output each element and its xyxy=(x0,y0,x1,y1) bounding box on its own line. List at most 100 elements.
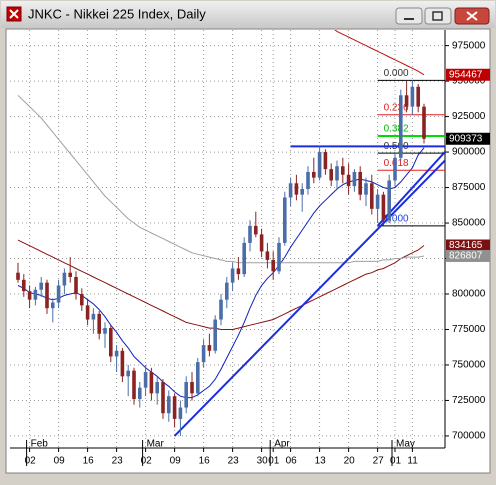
candle-body xyxy=(288,183,293,198)
price-box-label: 954467 xyxy=(449,69,483,80)
candle-body xyxy=(161,382,165,414)
candle-body xyxy=(80,294,84,306)
candle-body xyxy=(404,95,409,107)
x-tick-label: 02 xyxy=(25,456,37,467)
candle-body xyxy=(155,382,159,394)
moving-average xyxy=(17,239,425,330)
price-box xyxy=(446,132,490,145)
candle-body xyxy=(306,171,310,189)
candle-body xyxy=(190,382,194,394)
candle-body xyxy=(346,174,351,187)
candle-body xyxy=(283,197,287,243)
candle-body xyxy=(62,272,67,286)
candle-body xyxy=(393,157,397,181)
candle-body xyxy=(201,345,206,363)
x-tick-label: 06 xyxy=(286,456,298,467)
candle-body xyxy=(422,106,426,139)
price-box xyxy=(446,249,490,262)
y-tick-label: 700000 xyxy=(452,431,486,442)
candle-body xyxy=(149,372,154,394)
candle-body xyxy=(352,171,357,187)
price-box-label: 834165 xyxy=(449,240,483,251)
candle-body xyxy=(33,289,38,300)
candle-body xyxy=(416,86,420,107)
candle-body xyxy=(265,251,270,260)
candle-body xyxy=(300,188,304,195)
chart-area xyxy=(5,28,491,474)
x-tick-label: 30 xyxy=(257,456,269,467)
fib-label: 1.000 xyxy=(384,214,409,225)
candle-body xyxy=(74,276,78,294)
candle-body xyxy=(230,268,235,283)
y-tick-label: 950000 xyxy=(452,76,486,87)
candle-body xyxy=(312,171,316,178)
x-tick-label: 27 xyxy=(373,456,385,467)
candle-body xyxy=(317,152,322,178)
candle-body xyxy=(85,305,90,320)
y-tick-label: 875000 xyxy=(452,182,486,193)
candle-body xyxy=(126,370,130,377)
candle-body xyxy=(381,194,386,221)
candle-body xyxy=(167,396,171,414)
price-box-label: 909373 xyxy=(449,133,483,144)
fib-label: 0.236 xyxy=(384,102,409,113)
candle-body xyxy=(236,268,241,275)
x-tick-label: 09 xyxy=(54,456,66,467)
candle-body xyxy=(219,299,223,320)
candle-body xyxy=(213,319,217,351)
close-glyph xyxy=(466,11,478,21)
axes: 7000007250007500007750008000008250008500… xyxy=(25,40,490,467)
fib-label: 0.382 xyxy=(384,124,409,135)
candle-body xyxy=(370,183,374,209)
y-tick-label: 925000 xyxy=(452,111,486,122)
candle-body xyxy=(242,242,246,275)
candle-body xyxy=(375,194,380,209)
candle-body xyxy=(225,282,229,300)
candle-body xyxy=(16,272,20,280)
candle-body xyxy=(178,407,183,419)
candle-body xyxy=(51,302,55,309)
candle-body xyxy=(358,171,362,195)
candle-body xyxy=(56,285,61,303)
x-tick-label: 02 xyxy=(141,456,153,467)
price-box xyxy=(446,68,490,81)
candle-body xyxy=(103,328,107,334)
y-tick-label: 775000 xyxy=(452,324,486,335)
x-tick-label: 20 xyxy=(344,456,356,467)
candle-body xyxy=(91,313,96,320)
x-tick-label: 16 xyxy=(199,456,211,467)
moving-average xyxy=(17,94,425,264)
x-tick-label: 09 xyxy=(170,456,182,467)
candle-body xyxy=(114,350,119,357)
candle-body xyxy=(45,282,49,309)
candle-body xyxy=(399,95,403,158)
candle-body xyxy=(294,183,299,195)
month-label: May xyxy=(396,439,415,450)
month-label: Mar xyxy=(147,439,165,450)
month-label: Feb xyxy=(31,439,49,450)
candle-body xyxy=(277,242,281,272)
fib-label: 0.000 xyxy=(384,68,409,79)
y-tick-label: 750000 xyxy=(452,360,486,371)
minimize-button[interactable] xyxy=(395,7,423,25)
candle-body xyxy=(248,225,252,243)
x-tick-label: 01 xyxy=(268,456,280,467)
candle-body xyxy=(27,291,32,300)
restore-button[interactable] xyxy=(424,7,452,25)
candle-body xyxy=(259,234,264,252)
x-tick-label: 13 xyxy=(315,456,327,467)
restore-glyph xyxy=(432,11,443,21)
price-box xyxy=(446,239,490,252)
candle-body xyxy=(172,396,177,419)
y-tick-label: 725000 xyxy=(452,395,486,406)
month-label: Apr xyxy=(274,439,290,450)
y-tick-label: 900000 xyxy=(452,147,486,158)
candle-body xyxy=(335,166,339,181)
y-tick-label: 800000 xyxy=(452,289,486,300)
x-tick-label: 23 xyxy=(228,456,240,467)
candle-body xyxy=(271,259,275,272)
candle-body xyxy=(138,387,142,400)
candle-body xyxy=(196,362,200,394)
candle-body xyxy=(97,313,101,334)
